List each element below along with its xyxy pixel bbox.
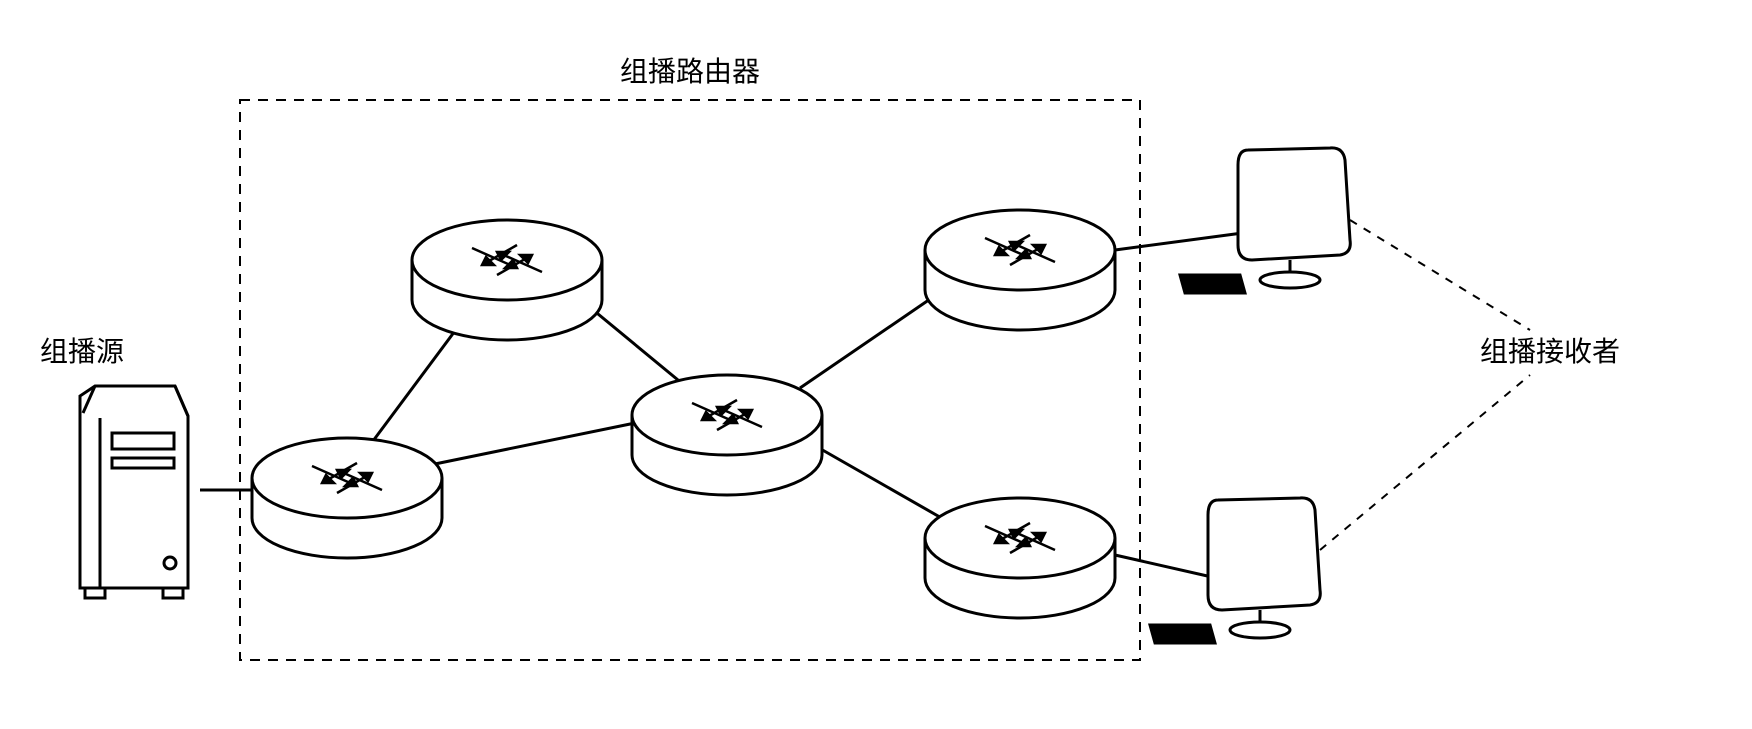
router-r3 (632, 375, 822, 495)
router-r4 (925, 210, 1115, 330)
receiver-label: 组播接收者 (1480, 330, 1620, 370)
router-r5 (925, 498, 1115, 618)
router-group-label: 组播路由器 (620, 50, 760, 90)
edges-dashed (1320, 220, 1530, 550)
diagram-canvas: 组播源 组播路由器 组播接收者 (0, 0, 1752, 729)
router-r1 (252, 438, 442, 558)
source-label: 组播源 (40, 330, 124, 370)
receiver-pc1 (1180, 148, 1350, 293)
router-r2 (412, 220, 602, 340)
server-icon (80, 386, 188, 598)
receiver-pc2 (1150, 498, 1320, 643)
